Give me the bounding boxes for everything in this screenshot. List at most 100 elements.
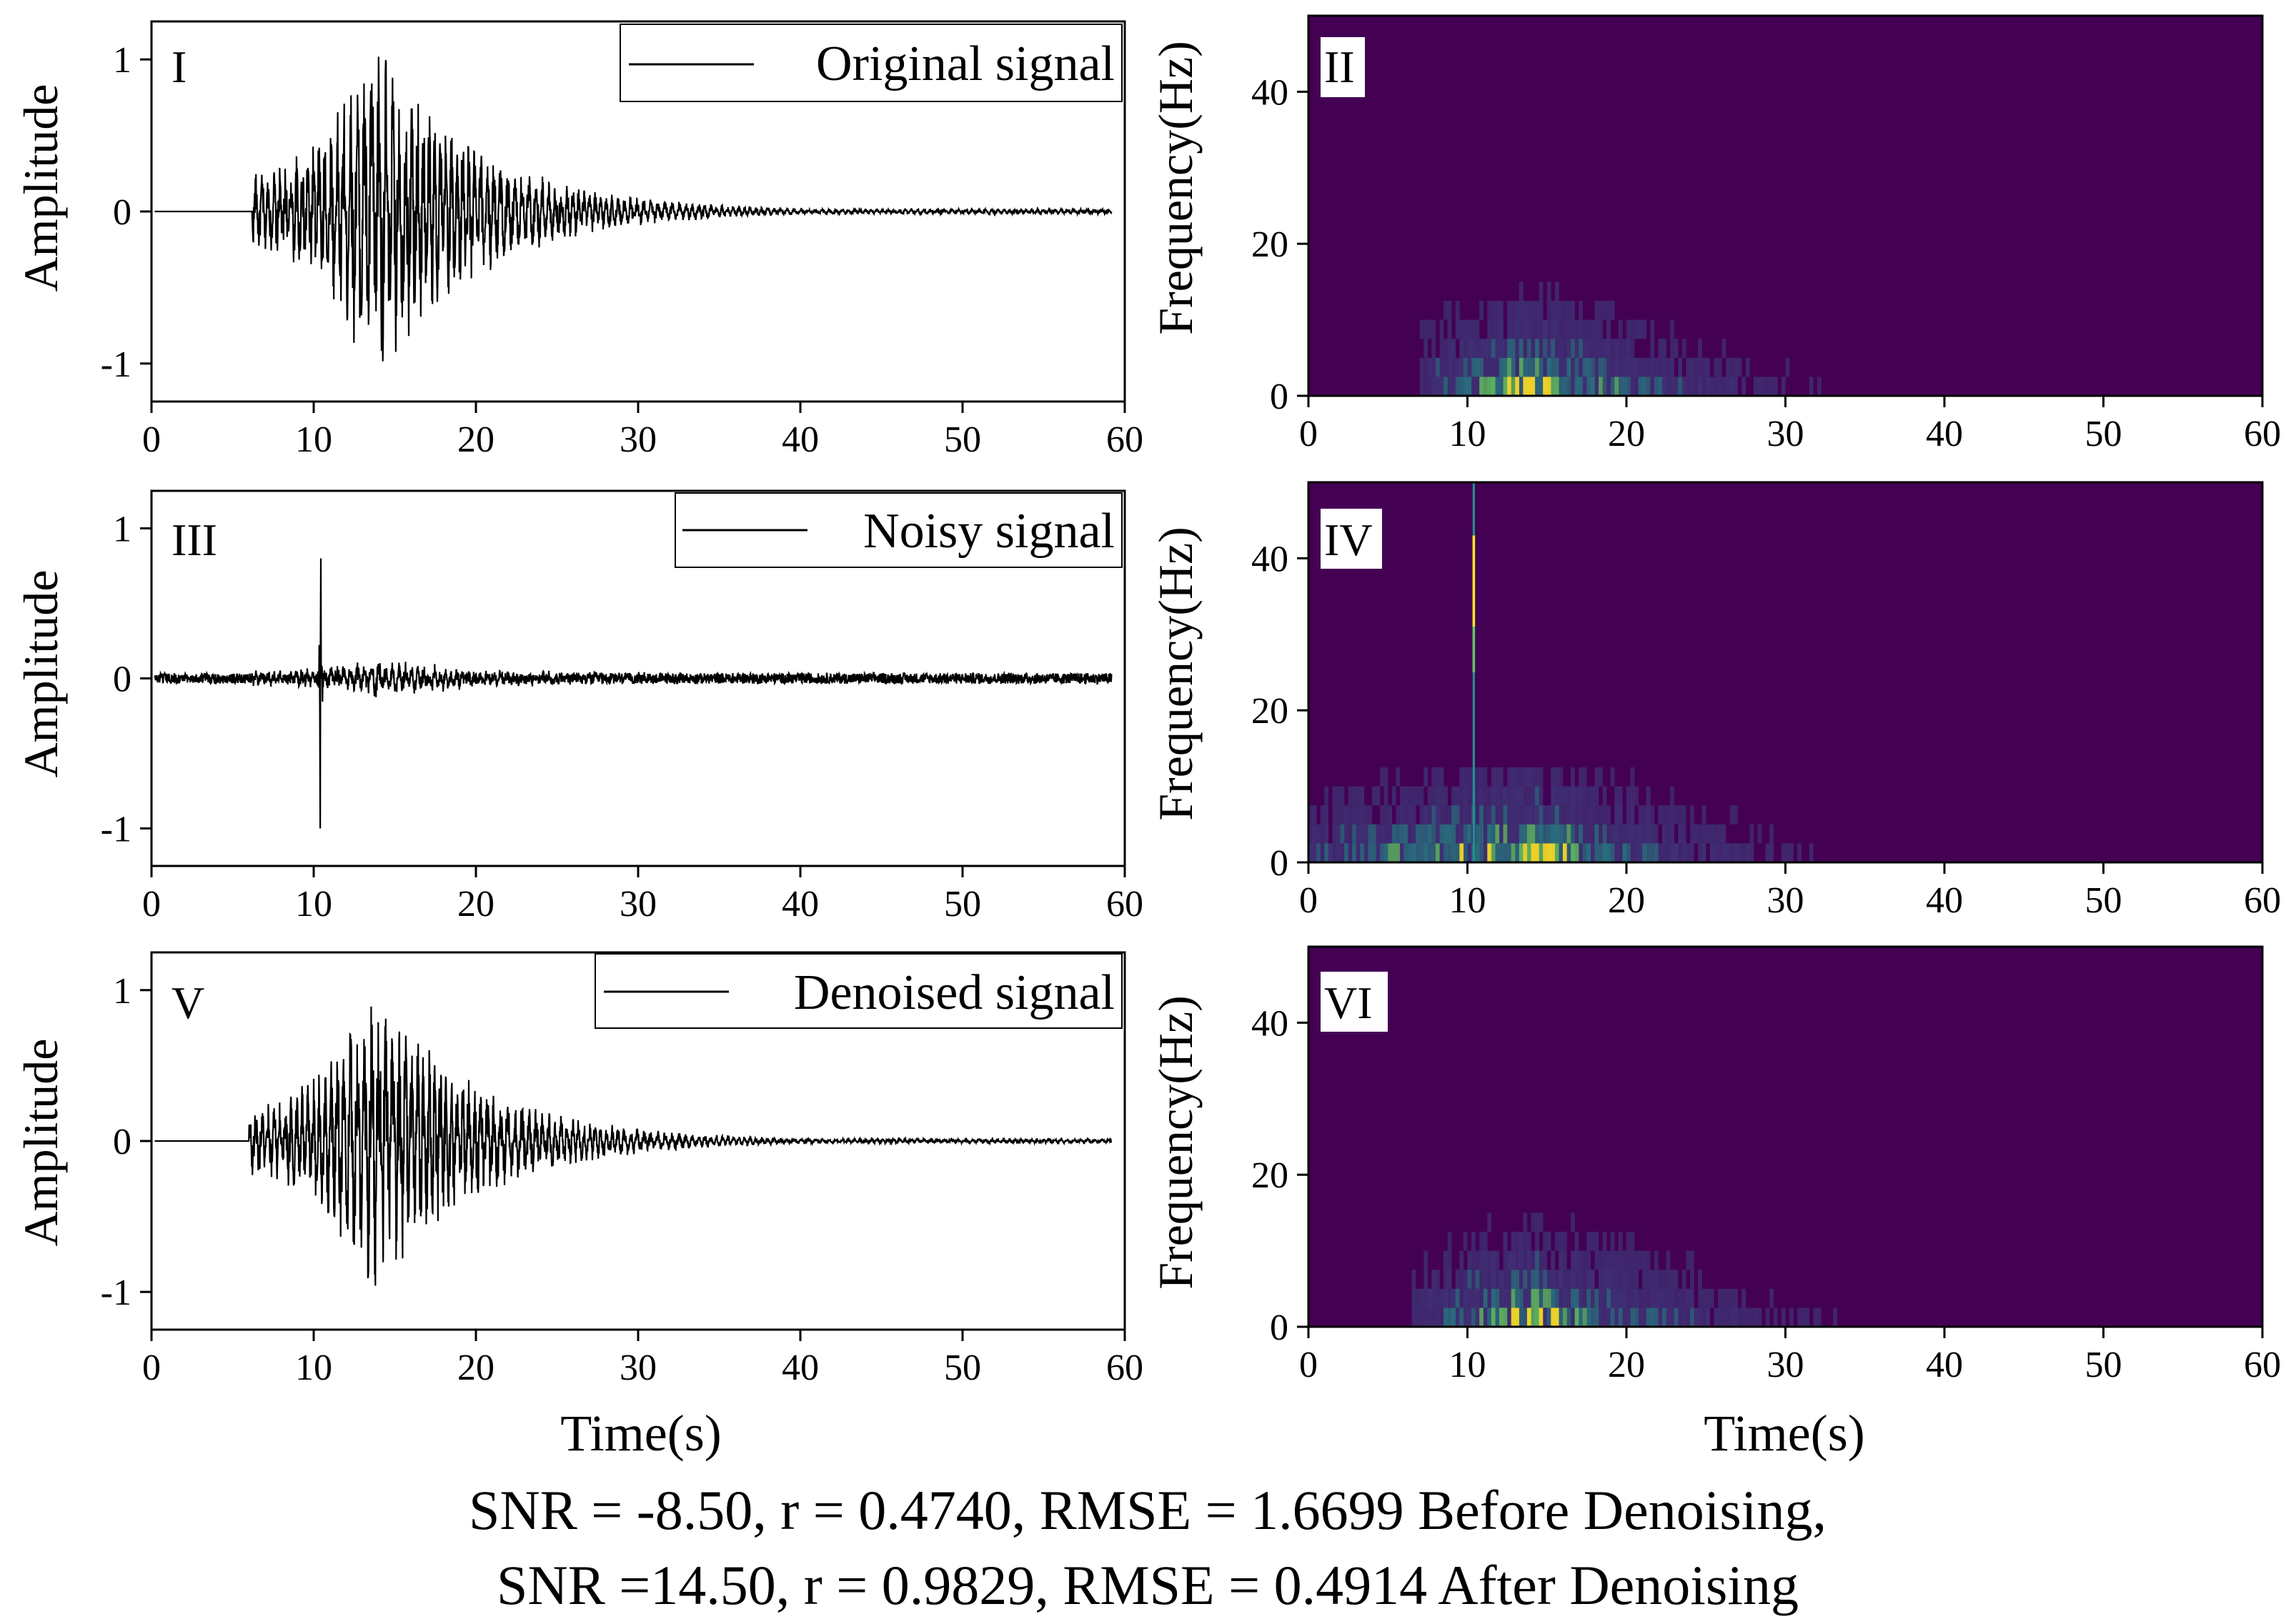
spectrogram-cell [1737, 357, 1742, 377]
spectrogram-cell [1681, 1288, 1686, 1308]
spectrogram-cell [1574, 1270, 1579, 1289]
spectrogram-cell [1535, 1270, 1539, 1289]
spectrogram-cell [1698, 357, 1702, 377]
spectrogram-cell [1463, 1232, 1468, 1251]
spectrogram-cell [1479, 1307, 1484, 1327]
y-tick-label-0: 1 [113, 509, 131, 550]
spectrogram-cell [1622, 1270, 1627, 1289]
spectrogram-cell [1670, 786, 1674, 806]
spectrogram-cell [1436, 1288, 1440, 1308]
panel-VI-ylabel: Frequency(Hz) [1148, 995, 1203, 1290]
spectrogram-cell [1483, 357, 1488, 377]
spectrogram-cell [1726, 843, 1730, 862]
spectrogram-cell [1559, 319, 1564, 339]
spectrogram-cell [1503, 843, 1508, 862]
spectrogram-cell [1479, 1288, 1484, 1308]
spectrogram-cell [1360, 824, 1365, 844]
spectrogram-cell [1571, 805, 1575, 825]
spectrogram-cell [1574, 357, 1579, 377]
spectrogram-cell [1471, 1232, 1476, 1251]
spectrogram-cell [1368, 805, 1373, 825]
spectrogram-cell [1360, 786, 1365, 806]
spectrogram-cell [1368, 843, 1373, 862]
spectrogram-cell [1383, 786, 1388, 806]
panel-V-legend-box [595, 953, 1123, 1029]
spectrogram-cell [1439, 824, 1444, 844]
spectrogram-cell [1320, 843, 1325, 862]
spectrogram-cell [1539, 319, 1544, 339]
spectrogram-cell [1646, 824, 1651, 844]
spectrogram-cell [1526, 319, 1531, 339]
spectrogram-cell [1360, 805, 1365, 825]
spectrogram-cell [1571, 767, 1575, 787]
spectrogram-cell [1630, 357, 1635, 377]
spectrogram-cell [1781, 1307, 1786, 1327]
spectrogram-cell [1559, 1270, 1564, 1289]
spectrogram-cell [1554, 1232, 1559, 1251]
spectrogram-cell [1638, 357, 1643, 377]
spectrogram-cell [1487, 377, 1492, 396]
spectrogram-cell [1511, 377, 1516, 396]
x-tick-label-6: 60 [1106, 419, 1143, 460]
spectrogram-cell [1539, 786, 1544, 806]
spectrogram-cell [1606, 357, 1611, 377]
spectrogram-cell [1467, 1270, 1472, 1289]
spectrogram-cell [1729, 805, 1734, 825]
spectrogram-cell [1594, 786, 1599, 806]
spectrogram-cell [1531, 1250, 1536, 1270]
spectrogram-cell [1455, 786, 1460, 806]
spectrogram-cell [1726, 377, 1730, 396]
spectrogram-cell [1546, 301, 1551, 320]
spectrogram-cell [1551, 1288, 1556, 1308]
spectrogram-cell [1320, 805, 1325, 825]
spectrogram-cell [1662, 1270, 1666, 1289]
spectrogram-cell [1797, 1307, 1801, 1327]
spectrogram-cell [1813, 1307, 1818, 1327]
spectrogram-cell [1606, 319, 1611, 339]
spectrogram-cell [1324, 805, 1329, 825]
spectrogram-cell [1503, 1288, 1508, 1308]
spectrogram-cell [1554, 767, 1559, 787]
spectrogram-cell [1582, 843, 1587, 862]
spectrogram-cell [1519, 377, 1524, 396]
spectrogram-cell [1599, 824, 1603, 844]
spectrogram-cell [1511, 767, 1516, 787]
spectrogram-cell [1539, 1250, 1544, 1270]
spectrogram-cell [1475, 767, 1480, 787]
spectrogram-cell [1312, 824, 1317, 844]
spectrogram-cell [1797, 843, 1801, 862]
spectrogram-cell [1526, 301, 1531, 320]
spectrogram-cell [1539, 805, 1544, 825]
spectrogram-cell [1523, 319, 1528, 339]
spectrogram-cell [1638, 824, 1643, 844]
spectrogram-cell [1606, 843, 1611, 862]
spectrogram-cell [1618, 319, 1623, 339]
spectrogram-cell [1436, 843, 1440, 862]
spectrogram-cell [1427, 843, 1432, 862]
panel-IV-spectrogram [1308, 482, 2262, 862]
spectrogram-cell [1563, 1232, 1567, 1251]
spectrogram-cell [1701, 805, 1706, 825]
spectrogram-cell [1678, 843, 1683, 862]
spectrogram-cell [1610, 301, 1615, 320]
x-tick-label-4: 40 [1926, 414, 1963, 454]
spectrogram-cell [1666, 1270, 1671, 1289]
spectrogram-cell [1479, 843, 1484, 862]
x-tick-label-1: 10 [1449, 880, 1486, 921]
spectrogram-cell [1380, 805, 1384, 825]
spectrogram-cell [1519, 1288, 1524, 1308]
spectrogram-cell [1610, 767, 1615, 787]
spectrogram-cell [1590, 1288, 1595, 1308]
spectrogram-cell [1554, 301, 1559, 320]
spectrogram-cell [1559, 767, 1564, 787]
spectrogram-cell [1566, 805, 1571, 825]
spectrogram-cell [1563, 843, 1567, 862]
spectrogram-cell [1670, 377, 1674, 396]
panel-I-legend-text: Original signal [816, 36, 1115, 91]
spectrogram-cell [1507, 843, 1511, 862]
spectrogram-cell [1626, 357, 1631, 377]
spectrogram-cell [1475, 843, 1480, 862]
spectrogram-cell [1356, 786, 1361, 806]
spectrogram-cell [1554, 1288, 1559, 1308]
spectrogram-cell [1734, 1307, 1738, 1327]
